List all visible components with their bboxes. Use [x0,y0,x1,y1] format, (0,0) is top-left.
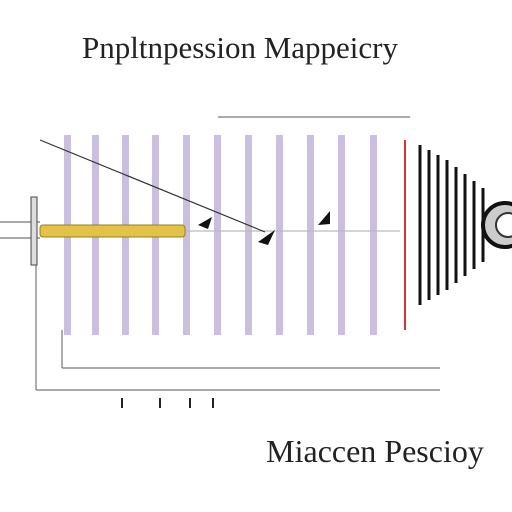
rod [39,224,186,238]
post [30,196,38,266]
ticks [121,398,214,408]
title: Pnpltnpession Mappeicry [82,30,398,65]
marker [258,230,275,245]
marker [318,211,330,225]
caption: Miaccen Pescioy [266,433,484,469]
cone [418,145,485,305]
ray [39,139,266,233]
marker [198,217,212,229]
lens-inner [495,212,512,238]
